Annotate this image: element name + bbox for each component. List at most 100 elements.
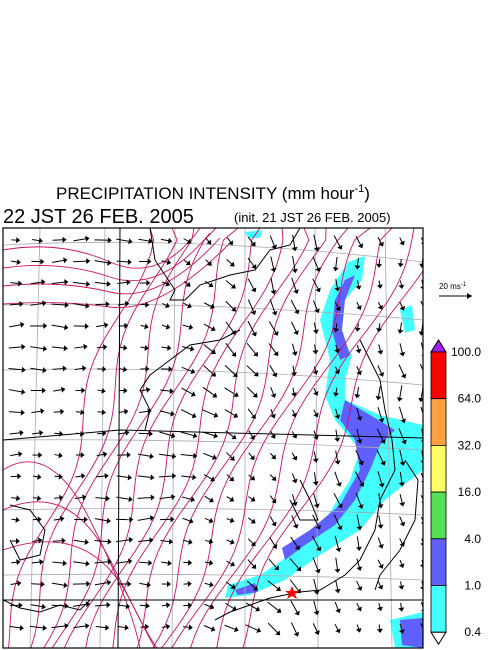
wind-arrow-head [250, 518, 256, 524]
wind-arrow-head [272, 372, 278, 378]
wind-arrow-head [149, 537, 154, 544]
wind-scale-text: 20 ms [439, 282, 461, 291]
isobar [3, 232, 211, 282]
wind-arrow-head [41, 603, 46, 610]
wind-arrow-head [58, 452, 63, 459]
title-main: PRECIPITATION INTENSITY (mm hour [56, 184, 355, 203]
wind-arrow-head [166, 581, 171, 588]
wind-arrow-head [251, 331, 257, 337]
wind-arrow-head [64, 301, 69, 309]
wind-arrow-head [149, 453, 154, 460]
wind-arrow-head [189, 345, 195, 352]
wind-arrow-head [209, 559, 214, 566]
wind-arrow [420, 623, 423, 630]
wind-arrow-head [231, 605, 237, 611]
wind-arrow-head [378, 563, 384, 569]
wind-arrow-head [294, 610, 300, 616]
wind-arrow-head [42, 624, 47, 631]
isobar [3, 237, 221, 295]
wind-arrow-head [212, 392, 218, 398]
wind-arrow-head [291, 412, 298, 418]
wind-arrow-head [230, 329, 236, 335]
wind-arrow-head [313, 590, 320, 595]
wind-arrow-head [228, 240, 233, 246]
wind-arrow-head [188, 518, 194, 524]
wind-arrow-head [145, 301, 150, 308]
wind-arrow-head [101, 409, 106, 416]
wind-arrow [420, 602, 423, 609]
wind-arrow-head [251, 287, 257, 293]
wind-arrow-head [398, 563, 405, 569]
colorbar-extension-top [430, 339, 447, 353]
isobar [112, 228, 284, 648]
wind-arrow-head [85, 302, 90, 309]
wind-arrow-head [15, 538, 20, 545]
wind-arrow-head [291, 246, 298, 252]
title-superscript: -1 [355, 183, 365, 195]
wind-arrow-head [123, 344, 128, 351]
wind-arrow-head [81, 473, 86, 480]
wind-arrow-head [60, 408, 65, 415]
wind-arrow-head [253, 585, 258, 591]
wind-arrow-head [39, 558, 44, 565]
wind-arrow-head [170, 516, 175, 523]
wind-arrow-head [292, 455, 298, 461]
wind-arrow-head [168, 366, 173, 373]
wind-arrow-head [42, 300, 47, 307]
wind-arrow [420, 406, 423, 416]
wind-arrow-head [85, 560, 90, 567]
wind-arrow-head [188, 624, 193, 631]
isobar [63, 228, 239, 648]
wind-arrow-head [38, 237, 43, 244]
isobar [242, 269, 423, 648]
wind-arrow-head [36, 495, 42, 502]
wind-arrow-head [250, 310, 257, 315]
wind-arrow-head [276, 607, 282, 613]
wind-arrow-head [356, 585, 363, 591]
wind-arrow-head [398, 482, 405, 487]
wind-arrow-head [398, 607, 405, 612]
colorbar-label: 4.0 [464, 532, 481, 546]
wind-arrow-head [40, 581, 45, 588]
wind-arrow-head [165, 323, 171, 330]
wind-arrow-head [150, 494, 155, 501]
colorbar-label: 0.4 [464, 625, 481, 639]
wind-arrow-head [125, 429, 130, 436]
wind-arrow-head [250, 475, 256, 481]
isobar [136, 228, 310, 648]
wind-arrow-head [15, 516, 20, 523]
wind-arrow-head [252, 392, 258, 398]
wind-arrow-head [250, 541, 256, 547]
wind-arrow [420, 495, 423, 501]
valid-time: 22 JST 26 FEB. 2005 [3, 206, 194, 228]
wind-arrow-head [399, 502, 406, 507]
wind-arrow-head [85, 235, 90, 242]
wind-arrow-head [148, 238, 153, 244]
wind-arrow-head [271, 244, 278, 250]
wind-arrow-head [208, 517, 214, 524]
wind-arrow-head [59, 494, 64, 501]
wind-arrow-head [164, 302, 170, 309]
wind-arrow-head [251, 563, 257, 569]
wind-arrow-head [127, 258, 132, 265]
graticule [3, 228, 423, 648]
wind-arrow-head [107, 259, 112, 266]
wind-arrow-head [172, 473, 177, 480]
wind-arrow-head [313, 246, 320, 252]
wind-arrow [420, 472, 423, 480]
wind-arrow-head [107, 538, 112, 545]
wind-arrow-head [105, 301, 110, 308]
wind-arrow-head [291, 433, 298, 439]
wind-arrow-head [355, 546, 362, 551]
wind-arrow-head [79, 430, 85, 437]
wind-arrow [420, 237, 423, 242]
wind-arrow-head [42, 367, 47, 374]
wind-arrow-head [249, 455, 255, 461]
wind-arrow-head [17, 473, 22, 480]
wind-arrow-head [312, 481, 319, 486]
wind-arrow-head [229, 539, 235, 545]
wind-arrow-head [106, 280, 111, 287]
isobar [51, 228, 217, 648]
wind-arrow-head [291, 351, 298, 356]
